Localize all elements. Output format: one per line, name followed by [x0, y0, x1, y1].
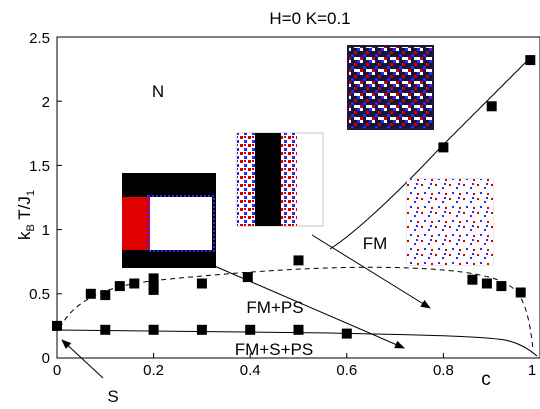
snapshot-red-region	[122, 197, 150, 250]
y-ticks	[57, 100, 62, 295]
data-point	[242, 272, 253, 283]
x-tick-label: 1	[528, 362, 536, 379]
lower-transition-line	[56, 329, 538, 357]
data-point	[245, 324, 256, 335]
snapshot-left-noise	[237, 133, 255, 226]
plot-frame	[56, 36, 540, 359]
data-point	[148, 284, 159, 295]
snapshot-white-region	[150, 197, 212, 250]
region-label-s: S	[107, 387, 118, 406]
chart-title: H=0 K=0.1	[269, 9, 350, 28]
x-tick-label: 0	[53, 362, 61, 379]
data-point	[148, 324, 159, 335]
data-point	[52, 320, 62, 331]
data-point	[515, 287, 526, 298]
arrow-s-label	[61, 339, 104, 379]
data-point	[481, 278, 492, 289]
data-points	[52, 55, 536, 339]
y-tick-label: 1.5	[29, 158, 50, 175]
x-tick-label: 0.4	[240, 362, 261, 379]
y-axis-label-sub-1: 1	[25, 190, 37, 196]
x-axis-label: c	[481, 369, 491, 390]
snapshot-bottom-right	[406, 178, 494, 266]
y-axis-label: kB T/J1	[15, 190, 37, 240]
data-point	[293, 324, 304, 335]
data-point	[85, 288, 96, 299]
data-point	[100, 324, 111, 335]
data-point	[196, 278, 207, 289]
arrow-middle-snapshot	[311, 234, 431, 309]
region-label-fm-ps: FM+PS	[246, 298, 303, 317]
data-point	[438, 142, 449, 153]
y-tick-label: 1	[42, 222, 50, 239]
y-tick-label: 0	[42, 350, 50, 367]
data-point	[129, 278, 140, 289]
x-tick-label: 0.6	[336, 362, 357, 379]
x-tick-label: 0.2	[143, 362, 164, 379]
data-point	[196, 324, 207, 335]
data-point	[100, 290, 111, 301]
data-point	[293, 255, 304, 266]
data-point	[486, 101, 497, 112]
x-tick-label: 0.8	[433, 362, 454, 379]
snapshot-black-band	[255, 133, 281, 226]
data-point	[148, 273, 159, 284]
region-label-fm: FM	[363, 234, 388, 253]
data-point	[496, 281, 507, 292]
svg-text:kB T/J1: kB T/J1	[15, 190, 37, 240]
data-point	[114, 281, 125, 292]
y-axis-label-mid: T/J	[15, 196, 34, 224]
arrow-left-snapshot	[195, 257, 405, 349]
y-tick-label: 0.5	[29, 286, 50, 303]
y-axis-label-sub-b: B	[25, 224, 37, 231]
snapshot-noise	[407, 179, 493, 265]
region-label-fm-s-ps: FM+S+PS	[235, 340, 313, 359]
snapshot-blue-border	[147, 195, 215, 252]
x-ticks	[153, 353, 444, 358]
snapshot-left	[122, 173, 216, 268]
y-tick-label: 2	[42, 94, 50, 111]
region-label-n: N	[152, 82, 164, 101]
snapshot-right-noise	[281, 133, 297, 226]
data-point	[467, 274, 478, 285]
y-tick-label: 2.5	[29, 30, 50, 47]
data-point	[525, 55, 536, 66]
snapshot-middle	[236, 132, 324, 227]
y-axis-label-k: k	[15, 231, 34, 240]
snapshot-noise	[349, 47, 432, 128]
snapshot-top-right	[347, 45, 434, 130]
data-point	[341, 328, 352, 339]
